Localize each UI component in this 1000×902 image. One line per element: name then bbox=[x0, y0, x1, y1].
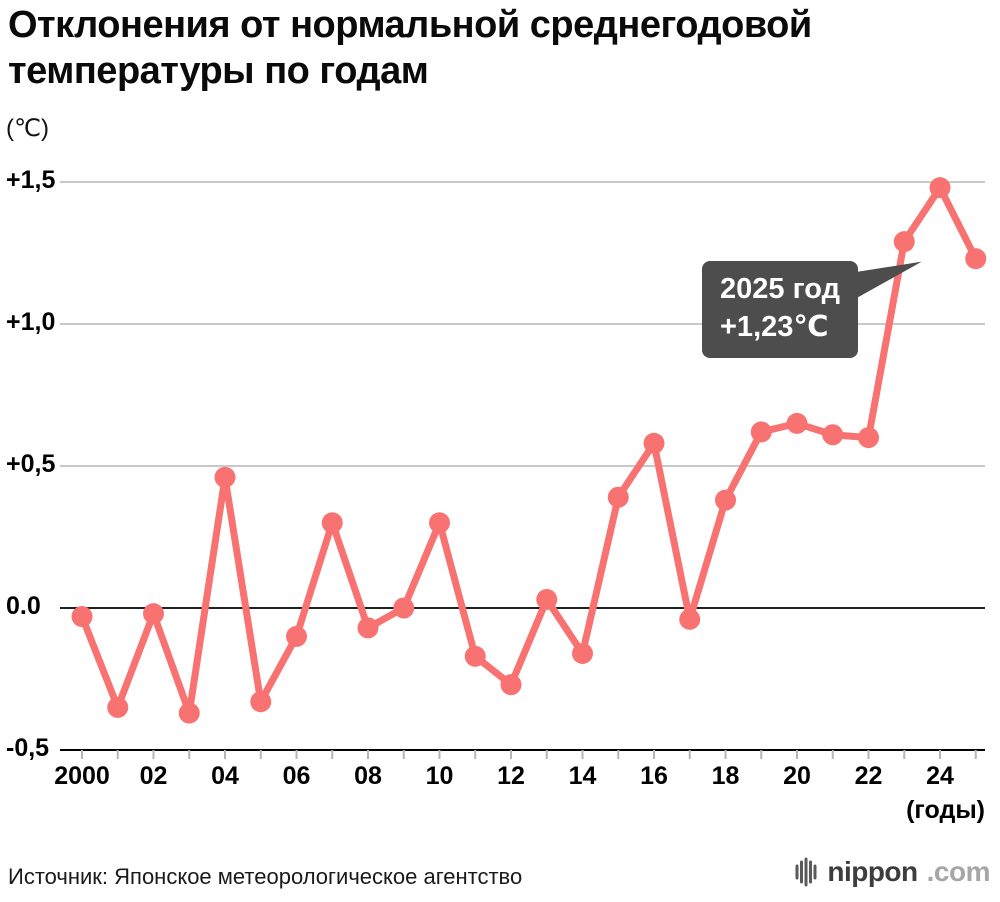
y-axis-tick-label: +1,5 bbox=[6, 166, 56, 194]
x-axis-tick-label: 24 bbox=[926, 762, 954, 790]
nippon-logo-tld: .com bbox=[926, 856, 991, 887]
x-axis-tick-label: 22 bbox=[854, 762, 883, 790]
x-axis-tick-label: 06 bbox=[282, 762, 311, 790]
x-axis-tick-label: 16 bbox=[640, 762, 668, 790]
x-axis-tick-label: 08 bbox=[354, 762, 382, 790]
annotation-tooltip: 2025 год +1,23℃ bbox=[702, 261, 859, 359]
x-axis-tick-label: 12 bbox=[497, 762, 525, 790]
x-axis-tick-label: 2000 bbox=[54, 762, 110, 790]
x-axis-tick-label: 04 bbox=[211, 762, 239, 790]
y-axis-tick-label: 0.0 bbox=[6, 592, 41, 620]
x-axis-tick-label: 14 bbox=[568, 762, 597, 790]
page-title: Отклонения от нормальной среднегодовой т… bbox=[8, 2, 812, 95]
y-axis-tick-label: +0,5 bbox=[6, 450, 56, 478]
nippon-logo-name: nippon bbox=[827, 856, 918, 887]
y-axis-unit-label: (℃) bbox=[6, 115, 49, 142]
y-axis-tick-label: +1,0 bbox=[6, 308, 56, 336]
y-axis-tick-label: -0,5 bbox=[6, 734, 50, 762]
nippon-logo: nippon .com bbox=[794, 856, 991, 888]
nippon-logo-icon bbox=[795, 857, 817, 887]
annotation-year: 2025 год bbox=[720, 273, 841, 305]
x-axis-tick-label: 18 bbox=[711, 762, 740, 790]
source-credit: Источник: Японское метеорологическое аге… bbox=[8, 864, 523, 889]
x-axis-title: (годы) bbox=[906, 796, 985, 824]
x-axis-tick-label: 20 bbox=[783, 762, 811, 790]
x-axis-tick-label: 02 bbox=[139, 762, 168, 790]
annotation-value: +1,23℃ bbox=[720, 310, 829, 343]
page-title-line1: Отклонения от нормальной среднегодовой bbox=[8, 4, 812, 46]
page-title-line2: температуры по годам bbox=[8, 50, 429, 93]
x-axis-tick-label: 10 bbox=[425, 762, 454, 790]
